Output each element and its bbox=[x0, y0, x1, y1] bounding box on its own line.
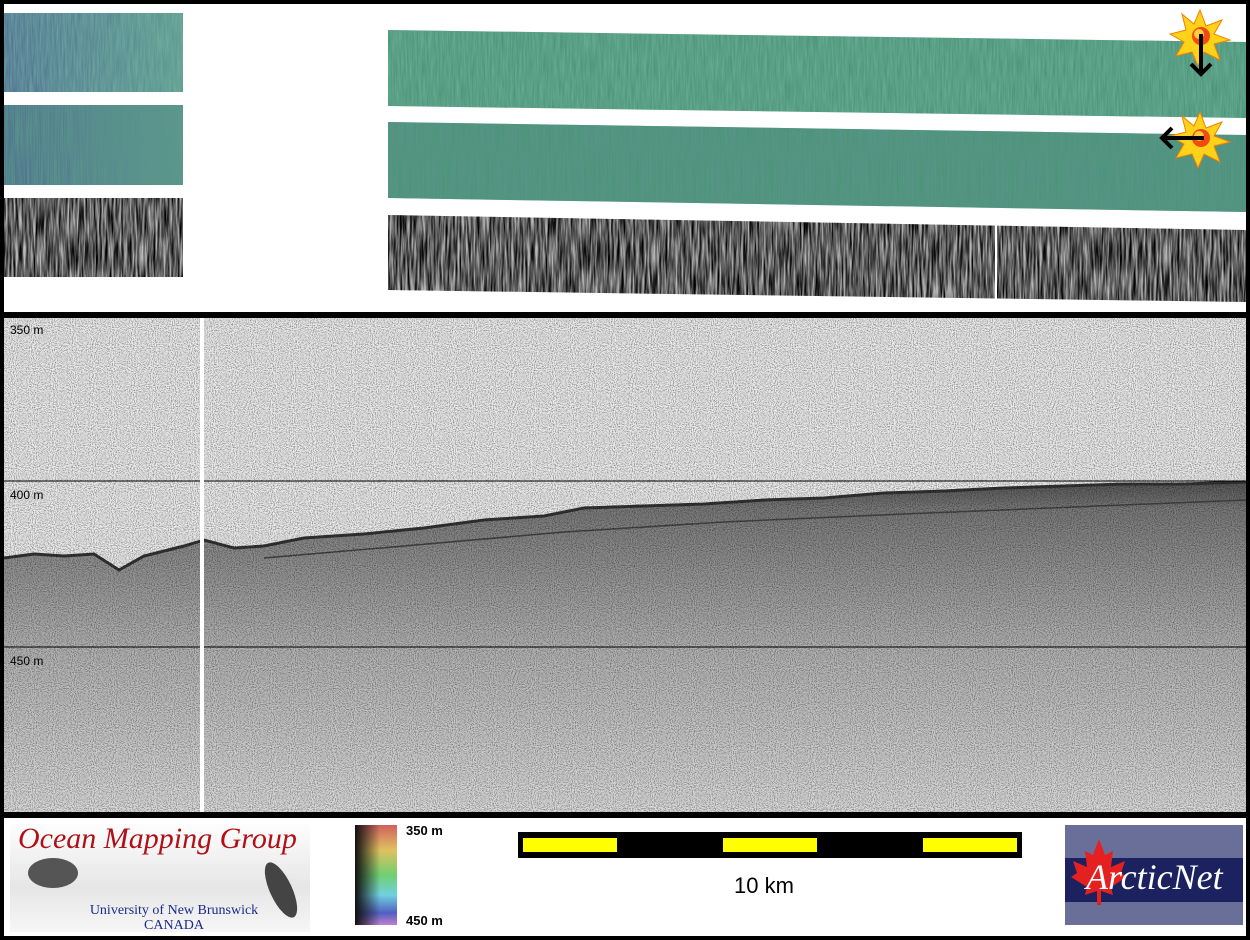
scale-bar-segment bbox=[923, 838, 1017, 852]
depth-label-350: 350 m bbox=[10, 323, 44, 337]
ocean-mapping-group-subtitle: University of New Brunswick CANADA bbox=[74, 903, 274, 933]
arcticnet-logo-text: ArcticNet bbox=[1086, 857, 1223, 897]
scale-bar bbox=[518, 832, 1022, 858]
country-text: CANADA bbox=[144, 918, 204, 933]
swath-strips bbox=[4, 8, 1246, 302]
depth-colorbar bbox=[355, 825, 397, 925]
data-gap bbox=[200, 318, 204, 812]
colorbar-bottom-label: 450 m bbox=[406, 913, 443, 928]
ocean-mapping-group-title: Ocean Mapping Group bbox=[18, 822, 297, 855]
swath-imagery-panel bbox=[4, 4, 1246, 312]
ocean-mapping-group-logo bbox=[10, 820, 310, 932]
colorbar-top-label: 350 m bbox=[406, 823, 443, 838]
subbottom-profile-panel: 350 m 400 m 450 m bbox=[4, 318, 1246, 812]
university-text: University of New Brunswick bbox=[89, 903, 259, 918]
maple-leaf-icon bbox=[1071, 839, 1127, 905]
sun-illumination-icon-down bbox=[1168, 8, 1232, 77]
depth-label-400: 400 m bbox=[10, 488, 44, 502]
scale-bar-segment bbox=[723, 838, 817, 852]
depth-label-450: 450 m bbox=[10, 654, 44, 668]
sun-illumination-icon-left bbox=[1159, 110, 1232, 170]
profile-image bbox=[4, 318, 1246, 812]
scale-bar-segment bbox=[523, 838, 617, 852]
arcticnet-logo bbox=[1065, 825, 1243, 925]
footer-panel: Ocean Mapping Group University of New Br… bbox=[4, 818, 1246, 936]
vessel-shadow-icon bbox=[28, 858, 78, 888]
scale-bar-label: 10 km bbox=[734, 873, 794, 898]
